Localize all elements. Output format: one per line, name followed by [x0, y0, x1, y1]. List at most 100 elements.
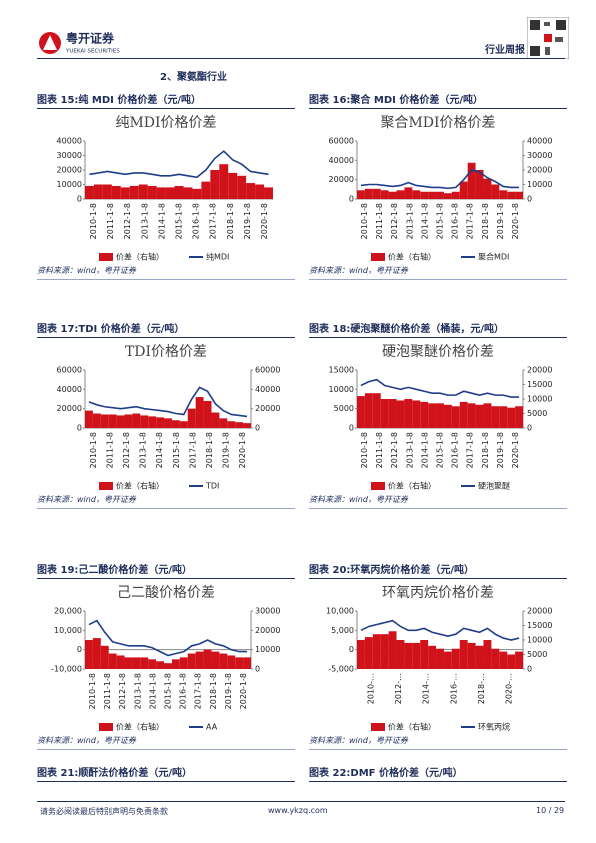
spread-bar [515, 651, 523, 669]
figure-caption: 图表 17:TDI 价格价差（元/吨） [37, 320, 295, 338]
spread-bar [507, 654, 516, 669]
logo-en: YUEKAI SECURITIES [65, 49, 120, 55]
spread-bar [412, 642, 421, 669]
x-tick-label: 2010-1-8 [89, 203, 98, 239]
y2-tick-label: 20000 [527, 166, 552, 175]
y2-tick-label: 15000 [527, 380, 552, 389]
x-tick-label: 2018-1-8 [205, 432, 214, 468]
x-tick-label: 2010-1-8 [360, 203, 369, 239]
spread-bar [187, 653, 196, 669]
spread-bar [235, 422, 244, 428]
spread-bar [436, 648, 444, 669]
x-tick-label: 2013-1-8 [405, 203, 414, 239]
x-tick-label: 2012-1-8 [118, 673, 127, 709]
x-tick-label: 2020-1-8 [260, 203, 269, 239]
figure-source: 资料来源：wind，粤开证券 [37, 735, 295, 750]
y2-tick-label: 30000 [527, 151, 552, 160]
x-tick-label: 2017-1-8 [194, 673, 203, 709]
y-tick-label: 10000 [57, 180, 82, 189]
spread-bar [148, 416, 157, 428]
x-tick-label: 2018-1-8 [226, 203, 235, 239]
legend-label: 价差（右轴） [388, 481, 436, 491]
y-tick-label: 10,000 [54, 626, 82, 635]
spread-bar [192, 188, 202, 199]
x-tick-label: 2013-1-8 [405, 432, 414, 468]
spread-bar [243, 657, 251, 669]
spread-bar [140, 415, 149, 428]
x-tick-label: 2014-1-8 [420, 203, 429, 239]
y-tick-label: 0 [349, 195, 354, 204]
spread-bar [179, 657, 188, 669]
x-tick-label: 2014-1-8 [148, 673, 157, 709]
figure-caption: 图表 21:顺酐法价格价差（元/吨） [37, 764, 295, 782]
y-tick-label: 10000 [329, 385, 354, 394]
y-tick-label: 40000 [57, 137, 82, 146]
spread-bar [201, 181, 211, 199]
y2-tick-label: 20000 [255, 404, 280, 413]
price-line [89, 150, 269, 179]
spread-bar [357, 396, 365, 428]
price-line [360, 169, 520, 190]
spread-bar [380, 399, 389, 428]
x-tick-label: 2017-1-8 [466, 203, 475, 239]
spread-bar [243, 423, 251, 428]
x-tick-label: 2019-1-8 [243, 203, 252, 239]
spread-bar [211, 651, 220, 669]
spread-bar [92, 413, 101, 428]
y2-tick-label: 10000 [527, 395, 552, 404]
x-tick-label: 2011-1-8 [375, 203, 384, 239]
spread-bar [467, 642, 476, 669]
spread-bar [428, 403, 437, 428]
spread-bar [515, 191, 523, 199]
spread-bar [235, 657, 244, 669]
x-tick-label: 2015-1-8 [164, 673, 173, 709]
chart: 己二酸价格价差 -10,000 0 10,000 20,000 0 10000 20000 30… [51, 585, 280, 732]
x-tick-label: 2012-… [394, 673, 403, 704]
spread-bar [187, 408, 196, 428]
spread-bar [171, 420, 180, 428]
spread-bar [364, 188, 373, 199]
spread-bar [85, 410, 93, 428]
spread-bar [147, 185, 157, 199]
figure-caption: 图表 19:己二酸价格价差（元/吨） [37, 561, 295, 579]
x-tick-label: 2016-… [449, 673, 458, 704]
chart: 硬泡聚醚价格价差 0 5000 10000 15000 0 5000 10000 15000 20… [329, 344, 553, 491]
x-tick-label: 2010-1-8 [360, 432, 369, 468]
spread-bar [436, 403, 444, 428]
y2-tick-label: 0 [527, 424, 532, 433]
spread-bar [507, 407, 516, 428]
spread-bar [515, 406, 523, 428]
legend-label: TDI [205, 482, 219, 491]
spread-bar [357, 190, 365, 199]
spread-bar [412, 190, 421, 199]
spread-bar [475, 404, 484, 428]
spread-bar [396, 400, 405, 428]
spread-bar [443, 404, 452, 428]
x-tick-label: 2011-1-8 [103, 673, 112, 709]
x-tick-label: 2012-1-8 [390, 203, 399, 239]
x-tick-label: 2016-1-8 [179, 673, 188, 709]
spread-bar [443, 651, 452, 669]
x-tick-label: 2019-1-8 [496, 432, 505, 468]
legend-label: 环氧丙烷 [478, 722, 510, 732]
spread-bar [211, 412, 220, 428]
spread-bar [219, 418, 228, 428]
y-tick-label: -10,000 [51, 665, 82, 674]
legend-swatch [371, 253, 385, 261]
x-tick-label: 2010-1-8 [89, 432, 98, 468]
spread-bar [183, 187, 193, 199]
spread-bar [227, 421, 236, 428]
spread-bar [246, 183, 256, 199]
x-tick-label: 2013-1-8 [140, 203, 149, 239]
legend-label: 硬泡聚醚 [478, 481, 510, 491]
y2-tick-label: 0 [527, 665, 532, 674]
spread-bar [219, 164, 229, 199]
spread-bar [396, 190, 405, 199]
logo: 粤开证券 YUEKAI SECURITIES [39, 31, 120, 55]
chart-title: 聚合MDI价格价差 [380, 115, 495, 131]
spread-bar [108, 414, 117, 428]
x-tick-label: 2013-1-8 [139, 432, 148, 468]
spread-bar [164, 418, 172, 428]
y-tick-label: 0 [349, 645, 354, 654]
chart: 环氧丙烷价格价差 -5,000 0 5,000 10,000 0 5000 10000 1500… [326, 585, 552, 732]
